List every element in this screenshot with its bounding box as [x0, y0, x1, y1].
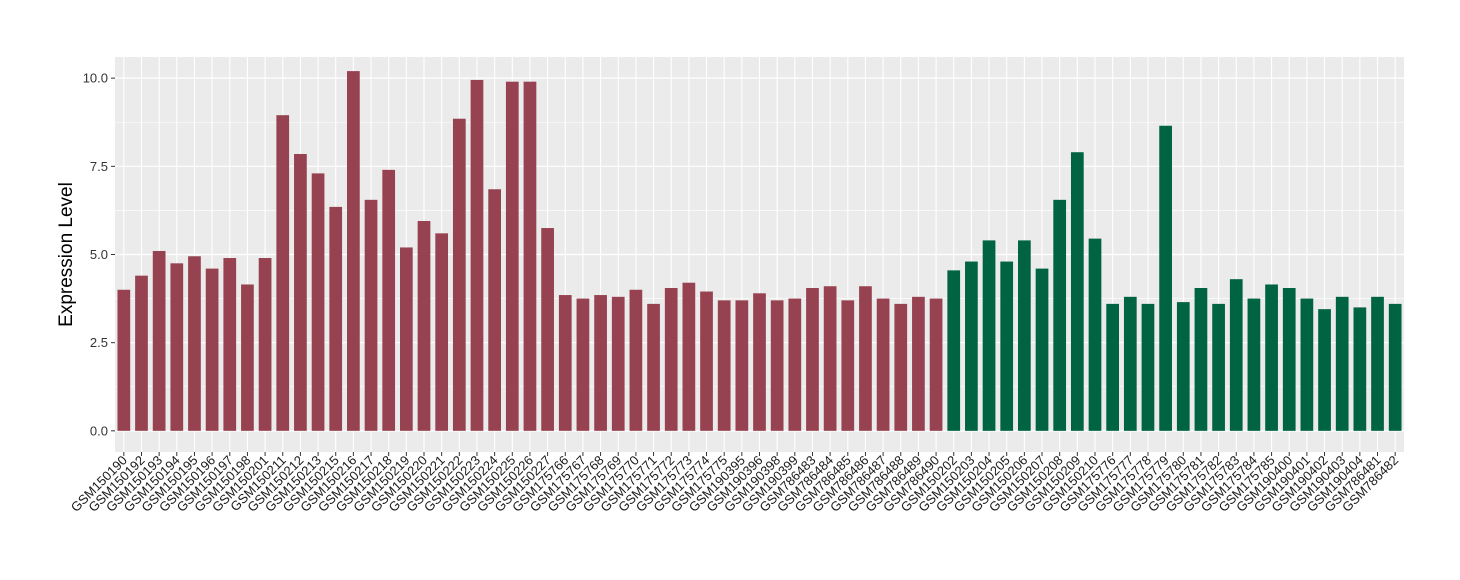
bar-GSM190396	[753, 293, 766, 431]
bar-GSM150196	[205, 268, 219, 431]
bar-GSM190400	[1282, 288, 1296, 431]
bar-GSM150216	[347, 71, 360, 431]
bar-GSM786484	[823, 286, 837, 431]
y-axis-title: Expression Level	[56, 182, 77, 327]
bar-GSM150227	[541, 228, 554, 431]
bar-GSM175768	[594, 295, 607, 431]
bar-GSM786488	[894, 303, 908, 431]
bar-GSM150210	[1088, 238, 1102, 431]
bar-GSM190395	[735, 300, 749, 431]
bar-GSM175777	[1123, 296, 1137, 431]
bar-GSM150202	[947, 270, 961, 431]
bar-GSM175776	[1106, 303, 1120, 431]
bar-GSM175784	[1247, 298, 1261, 431]
bar-GSM175778	[1141, 303, 1155, 431]
y-tick-label: 10.0	[83, 71, 108, 86]
bar-GSM175780	[1176, 302, 1190, 431]
bar-GSM150198	[241, 284, 254, 431]
bar-GSM150207	[1035, 268, 1049, 431]
bar-GSM150190	[117, 289, 131, 431]
bar-GSM175766	[558, 295, 572, 431]
y-tick-label: 0.0	[90, 423, 108, 438]
bar-GSM786490	[929, 298, 943, 431]
bar-GSM175775	[717, 300, 731, 431]
bar-GSM190402	[1318, 309, 1331, 431]
bar-GSM175783	[1229, 279, 1243, 431]
bars	[117, 71, 1402, 431]
bar-GSM190404	[1353, 307, 1367, 431]
bar-GSM175779	[1159, 125, 1172, 431]
bar-GSM150221	[435, 233, 449, 431]
bar-GSM190399	[788, 298, 802, 431]
bar-GSM150201	[258, 258, 272, 431]
bar-GSM175771	[647, 303, 660, 431]
bar-GSM150213	[311, 173, 325, 431]
bar-GSM786483	[806, 288, 819, 431]
bar-GSM150209	[1070, 152, 1084, 431]
x-axis: GSM150190GSM150192GSM150193GSM150194GSM1…	[68, 452, 1401, 515]
bar-GSM175781	[1194, 288, 1208, 431]
bar-GSM786482	[1388, 303, 1402, 431]
bar-GSM786485	[841, 300, 855, 431]
bar-GSM150217	[364, 199, 378, 431]
bar-GSM150192	[135, 275, 148, 431]
bar-GSM190403	[1335, 296, 1349, 431]
bar-GSM150193	[152, 250, 166, 431]
bar-GSM150218	[382, 169, 396, 431]
bar-GSM150194	[170, 263, 184, 431]
bar-GSM150204	[982, 240, 996, 431]
bar-GSM150203	[965, 261, 978, 431]
bar-GSM175769	[611, 296, 625, 431]
bar-GSM175774	[700, 291, 713, 431]
bar-GSM150225	[505, 81, 519, 431]
bar-GSM150205	[1000, 261, 1014, 431]
bar-GSM150219	[399, 247, 413, 431]
bar-GSM150206	[1018, 240, 1031, 431]
bar-GSM175773	[682, 282, 696, 431]
y-tick-label: 7.5	[90, 159, 108, 174]
bar-GSM786481	[1371, 296, 1384, 431]
bar-GSM150224	[488, 189, 501, 431]
bar-GSM150226	[523, 81, 537, 431]
bar-GSM150211	[276, 115, 290, 431]
bar-GSM190398	[770, 300, 784, 431]
bar-GSM150222	[452, 118, 466, 431]
bar-GSM175785	[1265, 284, 1278, 431]
y-tick-label: 5.0	[90, 247, 108, 262]
bar-GSM150197	[223, 258, 237, 431]
bar-GSM175770	[629, 289, 643, 431]
bar-GSM786487	[876, 298, 890, 431]
bar-GSM150208	[1053, 199, 1067, 431]
bar-GSM786486	[859, 286, 872, 431]
bar-GSM175782	[1212, 303, 1225, 431]
y-tick-label: 2.5	[90, 335, 108, 350]
bar-GSM175767	[576, 298, 590, 431]
bar-GSM175772	[664, 288, 678, 431]
bar-GSM150220	[417, 220, 431, 431]
bar-GSM150223	[470, 79, 484, 431]
bar-GSM150215	[329, 206, 343, 431]
bar-GSM150195	[188, 256, 201, 431]
bar-GSM150212	[294, 153, 307, 431]
bar-GSM190401	[1300, 298, 1314, 431]
bar-GSM786489	[912, 296, 925, 431]
y-axis: 0.0 2.5 5.0 7.5 10.0	[83, 71, 115, 438]
